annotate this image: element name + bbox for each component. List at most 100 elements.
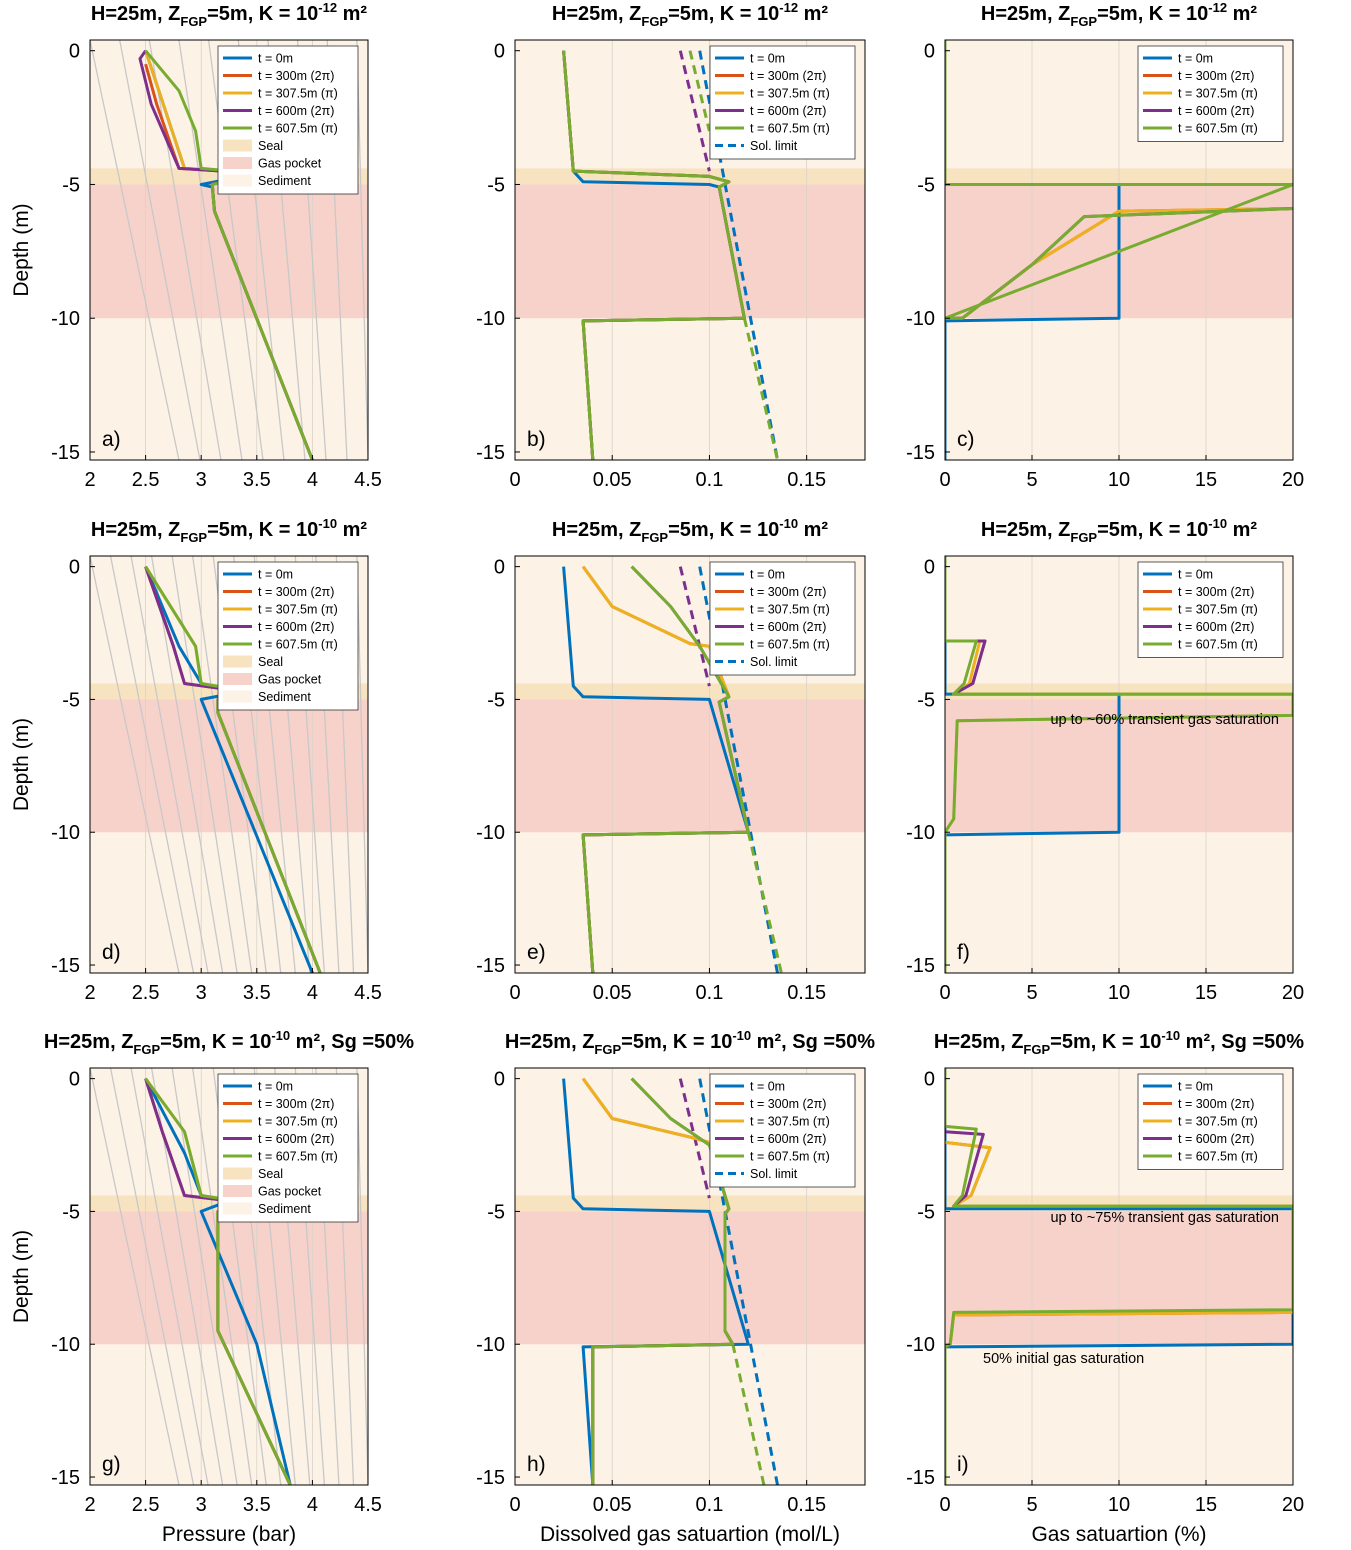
envelope-line (171, 1068, 238, 1485)
title-part: =5m, K = 10 (1050, 1031, 1161, 1053)
y-tick-label: 0 (494, 557, 505, 579)
envelope-line (148, 40, 222, 460)
x-axis-label: Gas satuartion (%) (1031, 1523, 1206, 1546)
legend-entry: t = 307.5m (π) (750, 1115, 830, 1129)
legend: t = 0m t = 300m (2π) t = 307.5m (π) t = 600… (709, 45, 856, 160)
legend-entry: t = 607.5m (π) (750, 1150, 830, 1164)
y-tick-label: -5 (487, 689, 505, 711)
plot-area (562, 50, 779, 460)
title-superscript: -10 (1208, 516, 1227, 531)
envelope-line (192, 556, 253, 973)
legend-swatch-region (223, 655, 252, 668)
y-tick-label: -15 (51, 955, 80, 977)
y-tick-label: -10 (906, 822, 935, 844)
x-tick-label: 0.05 (593, 982, 632, 1004)
legend-entry: t = 307.5m (π) (258, 1115, 338, 1129)
panel-label: e) (527, 941, 546, 964)
title-part: =5m, K = 10 (207, 519, 318, 541)
title-part: =5m, K = 10 (160, 1031, 271, 1053)
chart-title: H=25m, ZFGP=5m, K = 10-12 m² (91, 0, 368, 29)
y-tick-label: -15 (906, 442, 935, 464)
x-tick-label: 15 (1195, 1494, 1217, 1516)
x-tick-label: 0.05 (593, 469, 632, 491)
chart-title: H=25m, ZFGP=5m, K = 10-10 m² (552, 516, 829, 545)
x-tick-label: 2 (84, 1494, 95, 1516)
panel-d: 2 2.5 3 3.5 4 4.5 0 -5 -10 -15 H=25m, ZFGP=5m, K =… (10, 516, 382, 1004)
x-tick-label: 0 (509, 982, 520, 1004)
panel-f: 0 5 10 15 200-5-10-15H=25m, ZFGP=5m, K = 10-… (906, 516, 1304, 1004)
x-axis-label: Pressure (bar) (162, 1523, 296, 1546)
seal-region (515, 1195, 865, 1212)
legend-entry: t = 607.5m (π) (1178, 638, 1258, 652)
axes-box (514, 39, 866, 461)
envelope-line (130, 1068, 209, 1485)
y-tick-label: 0 (494, 1069, 505, 1091)
title-part: H=25m, Z (552, 3, 641, 25)
x-tick-label: 4.5 (354, 982, 382, 1004)
dashed-green-line (688, 50, 711, 132)
legend-entry: t = 300m (2π) (1178, 1097, 1254, 1111)
legend-entry: t = 307.5m (π) (258, 603, 338, 617)
envelope-line (90, 40, 180, 460)
envelope-line (90, 1068, 180, 1485)
series-green-line (562, 50, 746, 460)
title-part: m² (798, 519, 828, 541)
y-tick-label: -5 (917, 689, 935, 711)
legend-entry: t = 600m (2π) (258, 1132, 334, 1146)
chart-title: H=25m, ZFGP=5m, K = 10-10 m² (981, 516, 1258, 545)
panel-label: c) (957, 428, 975, 451)
dashed-green-line (742, 317, 779, 460)
legend-entry: Sol. limit (750, 1167, 798, 1181)
y-tick-label: 0 (69, 557, 80, 579)
x-tick-label: 20 (1282, 1494, 1304, 1516)
axes-box (514, 555, 866, 974)
title-part: m² (1227, 3, 1257, 25)
dashed-purple-line (678, 566, 711, 687)
legend: t = 0m t = 300m (2π) t = 307.5m (π) t = 600… (1137, 45, 1284, 142)
y-tick-label: -15 (476, 442, 505, 464)
plot-area (945, 1068, 1293, 1485)
gas-pocket-region (515, 699, 865, 833)
envelope-line (90, 556, 180, 973)
x-tick-label: 2 (84, 982, 95, 1004)
x-tick-label: 0 (939, 1494, 950, 1516)
legend: t = 0m t = 300m (2π) t = 307.5m (π) t = 600… (1137, 561, 1284, 658)
annotation: up to ~75% transient gas saturation (1050, 1210, 1279, 1226)
legend-entry: t = 300m (2π) (258, 1097, 334, 1111)
legend-entry: t = 300m (2π) (750, 585, 826, 599)
plot-area (945, 556, 1293, 973)
series-blue-line (945, 556, 1121, 973)
envelope-line (178, 40, 243, 460)
legend-entry: Sediment (258, 174, 311, 188)
title-superscript: -12 (318, 0, 337, 15)
legend-entry: t = 0m (750, 52, 785, 66)
x-tick-label: 4 (307, 469, 318, 491)
legend-swatch-region (223, 139, 252, 152)
panel-b: 0 0.05 0.1 0.15 0 -5 -10 -15 H=25m, ZFGP=5m, K =… (476, 0, 866, 491)
legend-entry: t = 0m (258, 568, 293, 582)
legend-entry: t = 607.5m (π) (750, 638, 830, 652)
title-part: H=25m, Z (934, 1031, 1023, 1053)
x-tick-label: 3.5 (243, 982, 271, 1004)
title-part: =5m, K = 10 (1097, 519, 1208, 541)
title-part: H=25m, Z (981, 3, 1070, 25)
envelope-line (109, 556, 195, 973)
legend-swatch-region (223, 673, 252, 685)
panel-label: h) (527, 1453, 546, 1476)
panel-label: a) (102, 428, 121, 451)
legend-box (217, 1073, 359, 1223)
y-tick-label: -15 (476, 1467, 505, 1489)
y-tick-label: -10 (476, 308, 505, 330)
x-tick-label: 10 (1108, 1494, 1130, 1516)
title-superscript: -10 (271, 1028, 290, 1043)
y-tick-label: -15 (906, 1467, 935, 1489)
title-superscript: -10 (732, 1028, 751, 1043)
y-tick-label: -10 (476, 1334, 505, 1356)
axes-box (89, 39, 369, 461)
y-tick-label: -5 (62, 1201, 80, 1223)
x-tick-label: 4.5 (354, 1494, 382, 1516)
x-tick-label: 3 (196, 469, 207, 491)
legend-entry: t = 607.5m (π) (258, 122, 338, 136)
chart-title: H=25m, ZFGP=5m, K = 10-12 m² (552, 0, 829, 29)
